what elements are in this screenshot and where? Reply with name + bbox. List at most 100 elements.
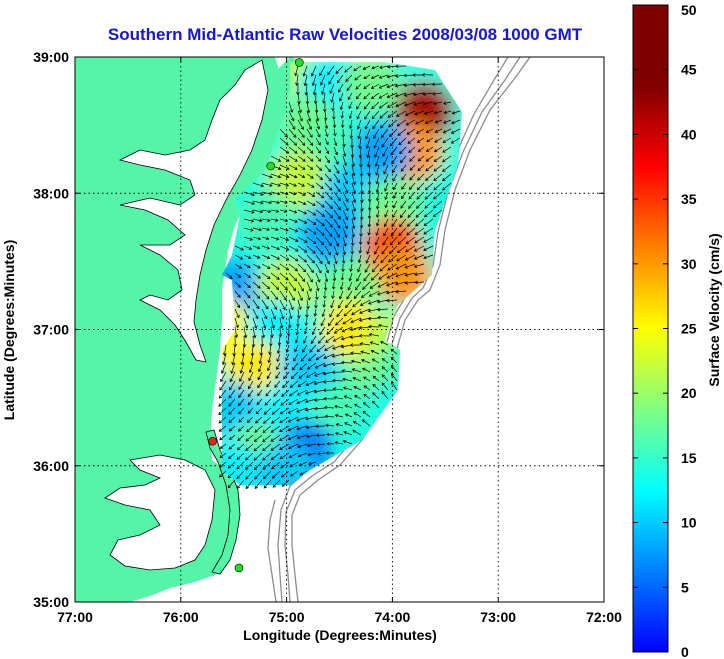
velocity-arrow [229, 371, 236, 383]
velocity-arrow [315, 353, 326, 361]
velocity-arrow [433, 110, 443, 115]
velocity-arrow [304, 398, 317, 404]
velocity-arrow [384, 200, 389, 209]
velocity-arrow [385, 290, 398, 295]
velocity-arrow [304, 317, 309, 327]
colorbar-tick-label: 45 [681, 62, 697, 78]
velocity-arrow [297, 299, 302, 311]
velocity-arrow [431, 82, 443, 87]
velocity-arrow [306, 227, 317, 235]
velocity-arrow [367, 227, 371, 236]
velocity-arrow [261, 290, 270, 300]
velocity-arrow [270, 299, 278, 310]
velocity-arrow [271, 407, 281, 415]
velocity-arrow [243, 290, 251, 299]
velocity-arrow [423, 245, 434, 251]
velocity-arrow [314, 415, 326, 420]
velocity-arrow [297, 452, 308, 458]
velocity-arrow [417, 164, 425, 172]
velocity-arrow [245, 479, 254, 490]
velocity-arrow [236, 461, 245, 470]
velocity-arrow [297, 245, 308, 253]
velocity-arrow [382, 155, 389, 166]
velocity-arrow [423, 254, 434, 260]
velocity-arrow [306, 110, 312, 122]
velocity-arrow [353, 385, 362, 391]
velocity-arrow [442, 155, 452, 163]
velocity-arrow [228, 416, 236, 424]
velocity-arrow [401, 182, 407, 190]
velocity-arrow [353, 412, 362, 418]
colorbar-tick-label: 50 [681, 2, 697, 18]
velocity-arrow [365, 254, 371, 264]
velocity-arrow [252, 317, 258, 329]
velocity-arrow [407, 209, 416, 218]
velocity-arrow [252, 281, 261, 289]
velocity-arrow [297, 110, 303, 122]
velocity-arrow [279, 425, 290, 432]
velocity-arrow [364, 119, 371, 130]
velocity-arrow [286, 335, 290, 345]
velocity-arrow [432, 92, 443, 96]
velocity-arrow [355, 83, 362, 90]
velocity-arrow [392, 173, 398, 182]
velocity-arrow [262, 470, 272, 480]
velocity-arrow [351, 227, 356, 238]
velocity-arrow [388, 119, 398, 128]
velocity-arrow [218, 470, 227, 478]
velocity-arrow [370, 74, 380, 80]
velocity-arrow [280, 398, 290, 406]
velocity-arrow [345, 74, 353, 83]
velocity-arrow [339, 281, 344, 291]
velocity-arrow [391, 155, 398, 165]
velocity-arrow [399, 146, 407, 155]
velocity-arrow [264, 398, 272, 406]
velocity-arrow [218, 407, 227, 416]
velocity-arrow [369, 341, 380, 346]
velocity-arrow [324, 236, 332, 247]
velocity-arrow [279, 407, 290, 415]
velocity-arrow [299, 470, 308, 476]
velocity-arrow [296, 434, 308, 440]
velocity-arrow [408, 146, 416, 153]
velocity-arrow [324, 200, 334, 210]
velocity-arrow [414, 280, 425, 285]
velocity-arrow [315, 254, 323, 265]
velocity-arrow [433, 182, 443, 191]
velocity-arrow [327, 317, 335, 327]
velocity-arrow [349, 119, 353, 130]
velocity-arrow [442, 137, 452, 143]
velocity-arrow [270, 317, 275, 330]
velocity-arrow [374, 155, 380, 167]
velocity-arrow [315, 164, 323, 171]
velocity-arrow [366, 155, 371, 168]
velocity-arrow [280, 461, 290, 469]
velocity-arrow [363, 92, 371, 100]
velocity-arrow [234, 290, 241, 298]
velocity-arrow [350, 351, 362, 355]
velocity-arrow [363, 101, 371, 110]
velocity-arrow [271, 461, 281, 470]
velocity-arrow [308, 353, 317, 362]
velocity-arrow [364, 263, 371, 273]
velocity-arrow [362, 402, 371, 409]
velocity-arrow [374, 236, 380, 246]
velocity-arrow [288, 398, 299, 405]
velocity-arrow [259, 344, 263, 356]
velocity-arrow [379, 263, 389, 272]
velocity-arrow [379, 110, 389, 119]
velocity-arrow [254, 425, 263, 433]
velocity-arrow [381, 349, 389, 355]
y-tick-label: 36:00 [33, 458, 69, 474]
velocity-arrow [315, 209, 325, 217]
velocity-arrow [328, 74, 335, 85]
velocity-arrow [287, 416, 299, 423]
velocity-arrow [262, 461, 272, 470]
velocity-arrow [324, 137, 329, 146]
velocity-arrow [279, 155, 290, 162]
velocity-arrow [302, 344, 308, 353]
velocity-arrow [306, 146, 314, 154]
velocity-arrow [322, 380, 335, 384]
velocity-arrow [367, 218, 372, 228]
velocity-arrow [315, 263, 322, 274]
